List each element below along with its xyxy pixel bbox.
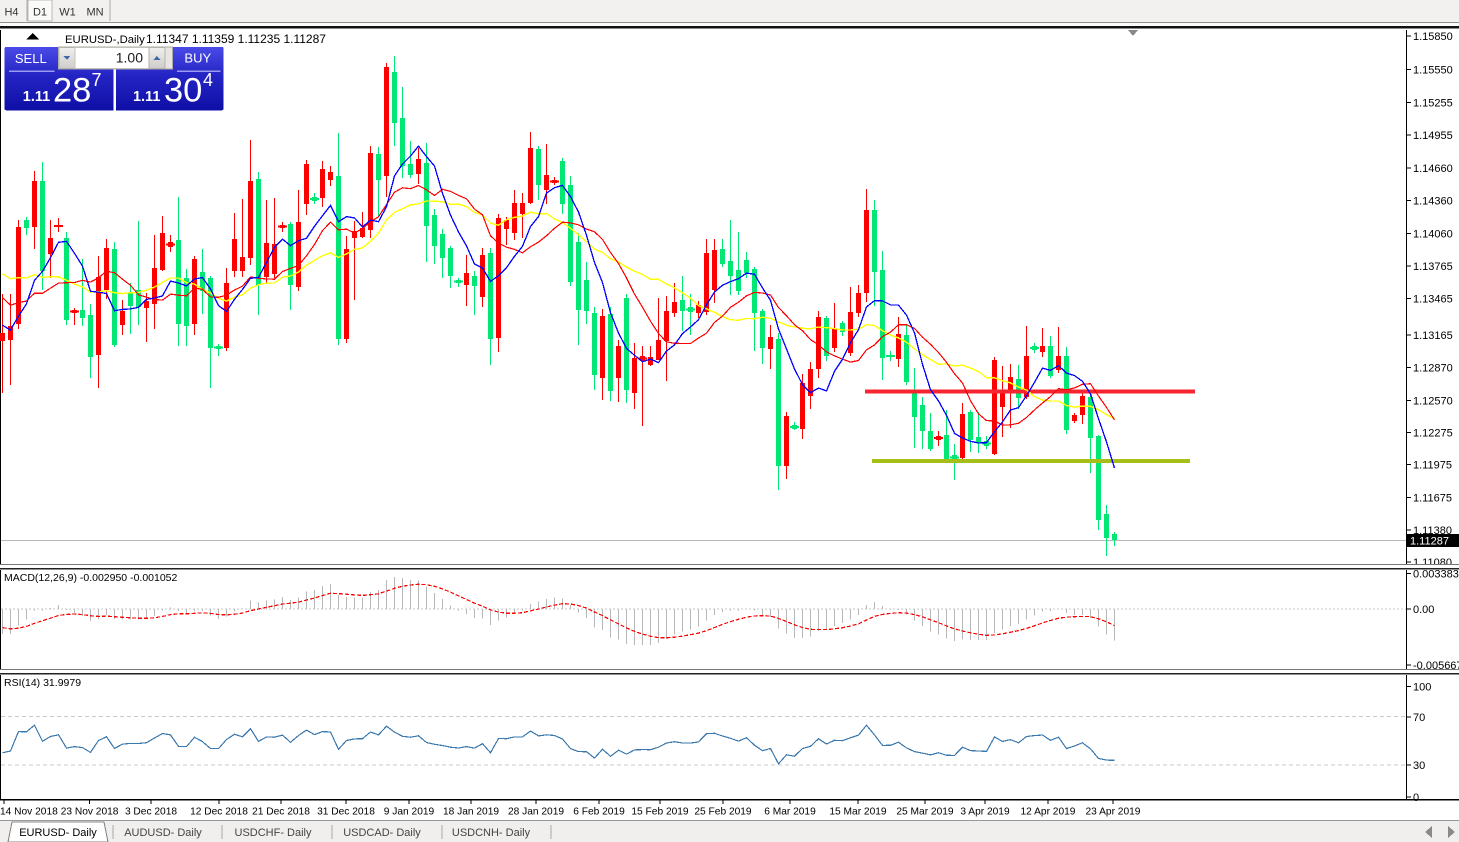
svg-text:30: 30 [1413,760,1425,772]
svg-text:1.11287: 1.11287 [1410,536,1449,548]
svg-text:28 Jan 2019: 28 Jan 2019 [508,807,564,818]
svg-text:1.13465: 1.13465 [1413,294,1453,306]
svg-text:1.12275: 1.12275 [1413,428,1453,440]
svg-text:30: 30 [164,72,202,110]
svg-text:18 Jan 2019: 18 Jan 2019 [443,807,499,818]
svg-text:EURUSD- Daily: EURUSD- Daily [19,827,97,839]
svg-text:25 Mar 2019: 25 Mar 2019 [896,807,954,818]
svg-text:1.14955: 1.14955 [1413,130,1453,142]
svg-text:7: 7 [92,70,102,90]
svg-text:MN: MN [86,7,103,19]
svg-text:23 Nov 2018: 23 Nov 2018 [61,807,119,818]
svg-text:D1: D1 [33,7,47,19]
svg-text:1.11675: 1.11675 [1413,492,1452,504]
svg-text:1.14660: 1.14660 [1413,163,1453,175]
svg-text:W1: W1 [59,7,76,19]
svg-text:1.11975: 1.11975 [1413,460,1452,472]
svg-text:1.11: 1.11 [133,89,160,105]
svg-text:31 Dec 2018: 31 Dec 2018 [317,807,375,818]
svg-text:15 Feb 2019: 15 Feb 2019 [631,807,689,818]
svg-text:1.11380: 1.11380 [1413,525,1452,537]
svg-text:6 Mar 2019: 6 Mar 2019 [764,807,816,818]
svg-text:0.00: 0.00 [1413,604,1434,616]
svg-text:USDCNH- Daily: USDCNH- Daily [452,827,531,839]
svg-text:RSI(14) 31.9979: RSI(14) 31.9979 [4,677,81,689]
svg-text:1.15550: 1.15550 [1413,65,1453,77]
svg-text:1.13165: 1.13165 [1413,330,1453,342]
svg-text:14 Nov 2018: 14 Nov 2018 [0,807,58,818]
svg-text:1.14360: 1.14360 [1413,196,1453,208]
svg-text:1.11347 1.11359 1.11235 1.1128: 1.11347 1.11359 1.11235 1.11287 [146,32,326,46]
svg-text:4: 4 [203,70,213,90]
svg-text:MACD(12,26,9) -0.002950 -0.001: MACD(12,26,9) -0.002950 -0.001052 [4,572,178,584]
svg-text:1.00: 1.00 [116,49,143,65]
svg-text:1.14060: 1.14060 [1413,228,1453,240]
svg-text:AUDUSD- Daily: AUDUSD- Daily [124,827,202,839]
svg-text:15 Mar 2019: 15 Mar 2019 [829,807,887,818]
svg-text:6 Feb 2019: 6 Feb 2019 [573,807,625,818]
svg-text:1.11: 1.11 [23,89,50,105]
svg-text:3 Apr 2019: 3 Apr 2019 [960,807,1010,818]
svg-text:1.12570: 1.12570 [1413,396,1453,408]
svg-text:USDCHF- Daily: USDCHF- Daily [235,827,313,839]
svg-text:SELL: SELL [15,51,47,66]
svg-text:70: 70 [1413,712,1425,724]
svg-text:0.003383: 0.003383 [1413,569,1459,581]
svg-text:25 Feb 2019: 25 Feb 2019 [694,807,752,818]
svg-text:H4: H4 [4,7,18,19]
svg-text:12 Dec 2018: 12 Dec 2018 [190,807,248,818]
svg-text:1.13765: 1.13765 [1413,261,1453,273]
svg-text:21 Dec 2018: 21 Dec 2018 [252,807,310,818]
svg-text:EURUSD-,Daily: EURUSD-,Daily [65,34,145,46]
svg-text:12 Apr 2019: 12 Apr 2019 [1021,807,1076,818]
svg-text:1.12870: 1.12870 [1413,363,1453,375]
svg-text:0: 0 [1413,792,1419,804]
svg-text:USDCAD- Daily: USDCAD- Daily [343,827,421,839]
svg-text:9 Jan 2019: 9 Jan 2019 [384,807,435,818]
svg-text:23 Apr 2019: 23 Apr 2019 [1086,807,1141,818]
svg-text:1.15850: 1.15850 [1413,31,1453,43]
svg-text:100: 100 [1413,682,1431,694]
svg-text:28: 28 [53,72,91,110]
svg-text:1.15255: 1.15255 [1413,97,1453,109]
svg-text:3 Dec 2018: 3 Dec 2018 [125,807,177,818]
svg-text:BUY: BUY [184,51,211,66]
